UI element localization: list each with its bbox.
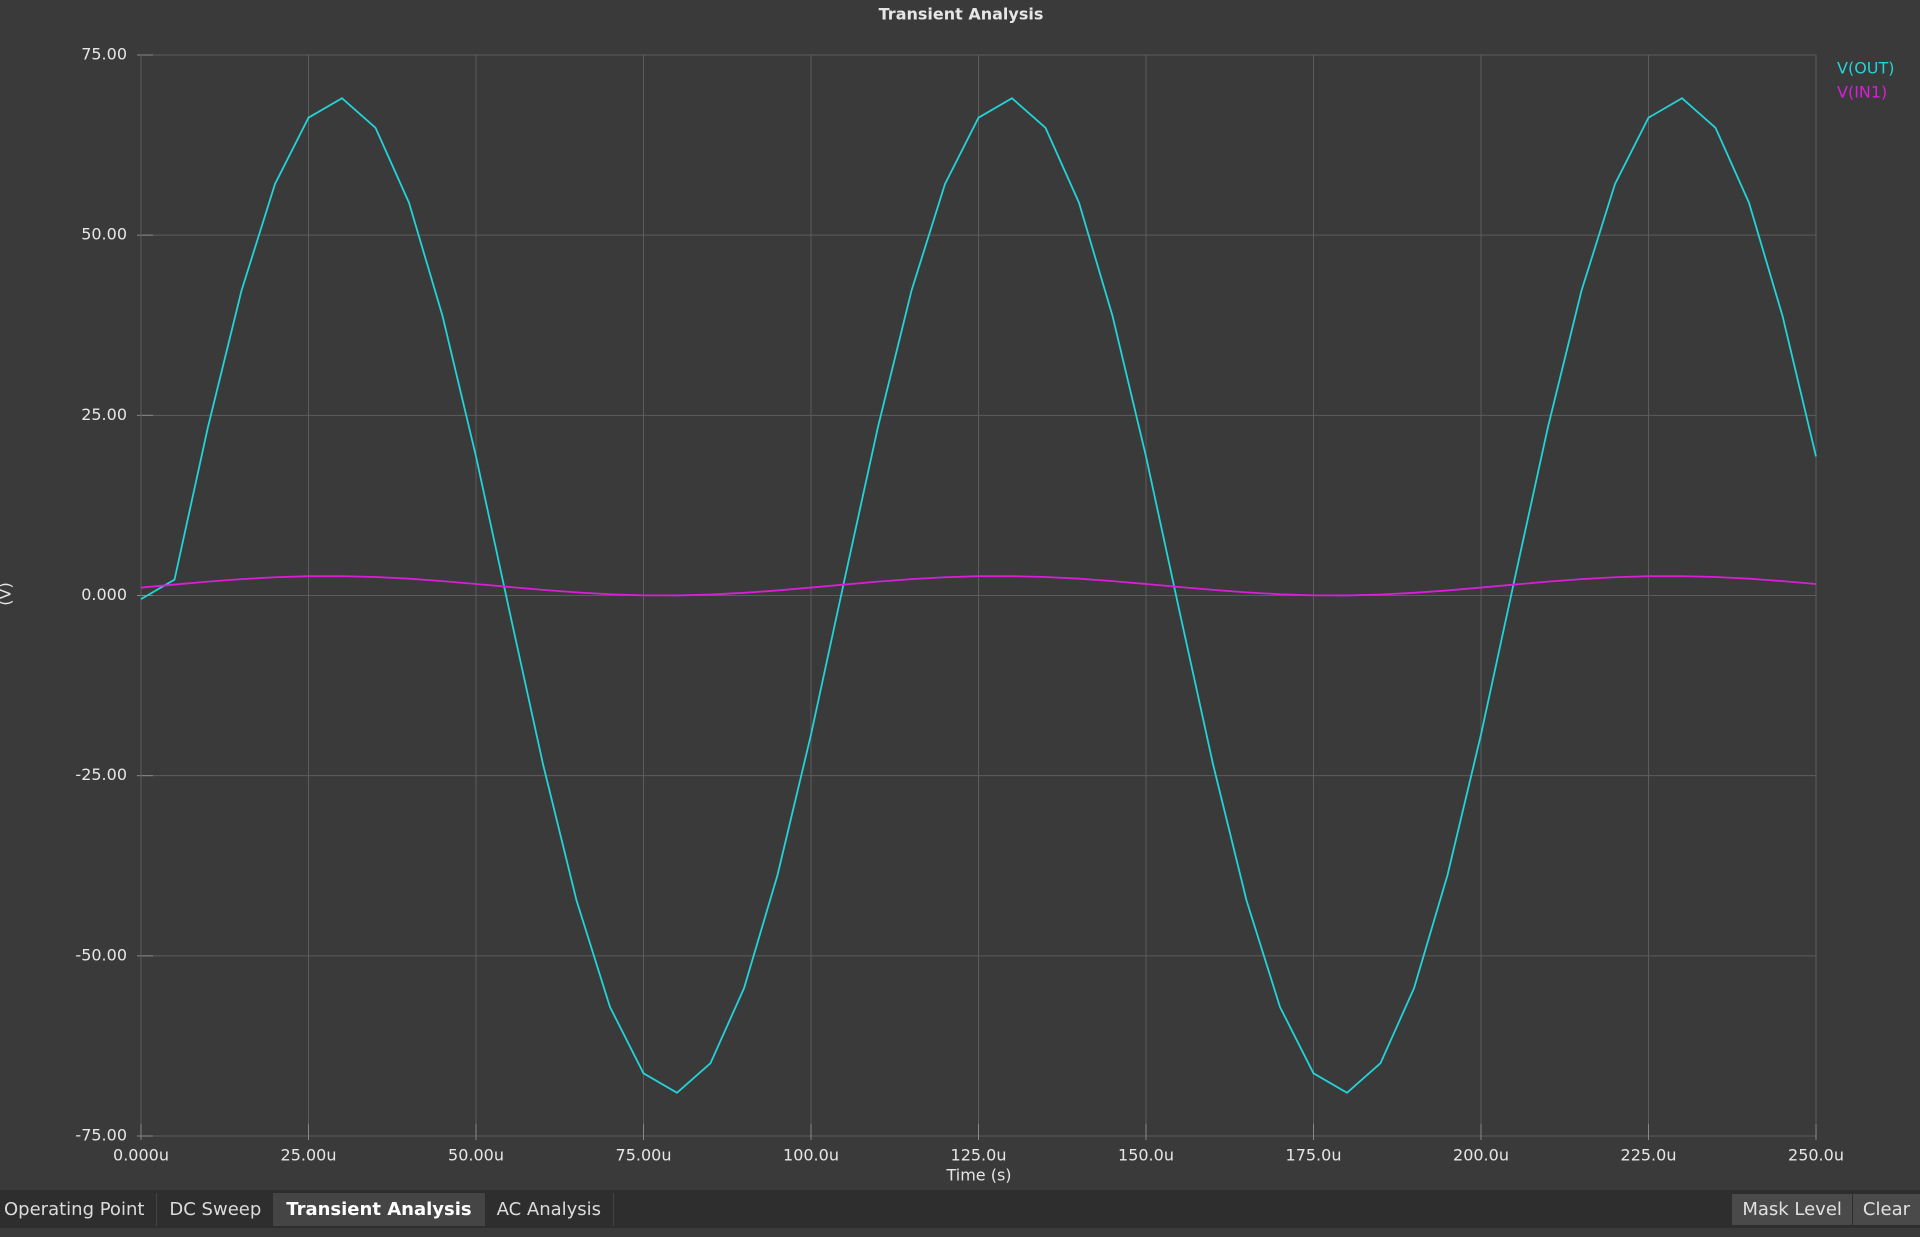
tab[interactable]: Operating Point [0,1192,158,1226]
x-tick-label: 175.0u [1286,1146,1342,1165]
x-tick-label: 200.0u [1453,1146,1509,1165]
tab[interactable]: DC Sweep [157,1192,275,1226]
button[interactable]: Clear [1851,1193,1920,1225]
y-tick-label: 75.00 [81,45,127,64]
button[interactable]: Mask Level [1731,1193,1852,1225]
x-tick-label: 50.00u [448,1146,504,1165]
x-axis-label: Time (s) [945,1166,1011,1185]
series-line [140,97,1817,1094]
x-tick-label: 0.000u [113,1146,169,1165]
chart-title: Transient Analysis [879,5,1044,24]
x-tick-label: 125.0u [951,1146,1007,1165]
y-tick-label: -25.00 [75,765,127,784]
legend-entry: V(OUT) [1837,59,1895,78]
chart: Transient Analysis Time (s) (V) -75.00 -5… [0,5,1895,1185]
tab[interactable]: AC Analysis [485,1192,615,1226]
tab-bar: Operating Point DC Sweep Transient Analysi… [0,1190,1920,1228]
y-tick-label: -75.00 [75,1126,127,1145]
x-tick-label: 75.00u [616,1146,672,1165]
y-tick-label: 25.00 [81,405,127,424]
y-tick-label: 50.00 [81,225,127,244]
y-tick-label: -50.00 [75,945,127,964]
x-tick-label: 250.0u [1788,1146,1844,1165]
y-tick-label: 0.000 [81,585,127,604]
x-tick-label: 100.0u [783,1146,839,1165]
x-tick-label: 225.0u [1621,1146,1677,1165]
legend-entry: V(IN1) [1837,83,1887,102]
tabs: Operating Point DC Sweep Transient Analysi… [0,1192,615,1226]
tab[interactable]: Transient Analysis [274,1192,485,1226]
x-tick-label: 25.00u [281,1146,337,1165]
buttons: Mask Level Clear [1731,1193,1920,1225]
x-tick-label: 150.0u [1118,1146,1174,1165]
series-line [140,575,1817,597]
y-axis-label: (V) [0,582,15,605]
